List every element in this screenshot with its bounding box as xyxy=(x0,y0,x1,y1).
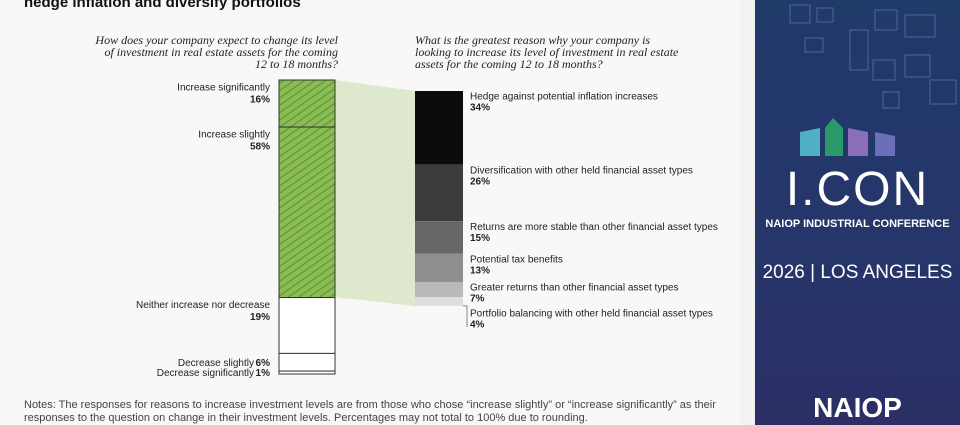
heading: hedge inflation and diversify portfolios xyxy=(24,0,301,11)
category-label: Neither increase nor decrease xyxy=(136,300,270,311)
ad-logo: I.CON xyxy=(785,163,930,216)
value-label: 15% xyxy=(470,233,490,244)
value-label: 34% xyxy=(470,103,490,114)
advertisement[interactable]: I.CON NAIOP INDUSTRIAL CONFERENCE 2026 |… xyxy=(755,0,960,425)
article: hedge inflation and diversify portfolios… xyxy=(24,0,718,424)
value-label: 58% xyxy=(250,142,270,153)
category-label: Increase significantly xyxy=(177,83,270,94)
question-right: What is the greatest reason why your com… xyxy=(415,33,679,71)
category-label: Decrease slightly xyxy=(178,358,254,369)
value-label: 6% xyxy=(256,358,271,369)
category-label: Greater returns than other financial ass… xyxy=(470,283,678,294)
bar-segment xyxy=(278,297,336,354)
category-label: Hedge against potential inflation increa… xyxy=(470,92,658,103)
bar-segment xyxy=(415,281,463,298)
ad-brand: NAIOP xyxy=(813,392,902,423)
ad-subtitle: NAIOP INDUSTRIAL CONFERENCE xyxy=(765,218,950,230)
value-label: 13% xyxy=(470,265,490,276)
bar-segment xyxy=(278,126,336,299)
category-label: Increase slightly xyxy=(198,130,270,141)
ad-pattern xyxy=(789,4,957,109)
category-label: Portfolio balancing with other held fina… xyxy=(470,309,713,320)
ad-event: 2026 | LOS ANGELES xyxy=(762,262,953,283)
category-label: Decrease significantly xyxy=(157,368,254,379)
value-label: 7% xyxy=(470,294,485,305)
notes: Notes: The responses for reasons to incr… xyxy=(24,399,716,424)
question-left: How does your company expect to change i… xyxy=(95,33,338,71)
ad-logo-mark xyxy=(800,118,895,156)
bar-segment xyxy=(278,79,336,128)
value-label: 4% xyxy=(470,320,485,331)
bar-segment xyxy=(415,221,463,254)
bar-segment xyxy=(278,352,336,372)
value-label: 19% xyxy=(250,312,270,323)
bar-segment xyxy=(278,370,336,375)
bar-segment xyxy=(415,297,463,306)
value-label: 16% xyxy=(250,95,270,106)
bar-segment xyxy=(415,91,463,165)
value-label: 1% xyxy=(256,368,271,379)
bar-segment xyxy=(415,253,463,282)
category-label: Potential tax benefits xyxy=(470,254,563,265)
bar-segment xyxy=(415,164,463,222)
bracket xyxy=(463,305,468,327)
category-label: Diversification with other held financia… xyxy=(470,165,693,176)
category-label: Returns are more stable than other finan… xyxy=(470,222,718,233)
value-label: 26% xyxy=(470,176,490,187)
connector xyxy=(335,80,415,306)
